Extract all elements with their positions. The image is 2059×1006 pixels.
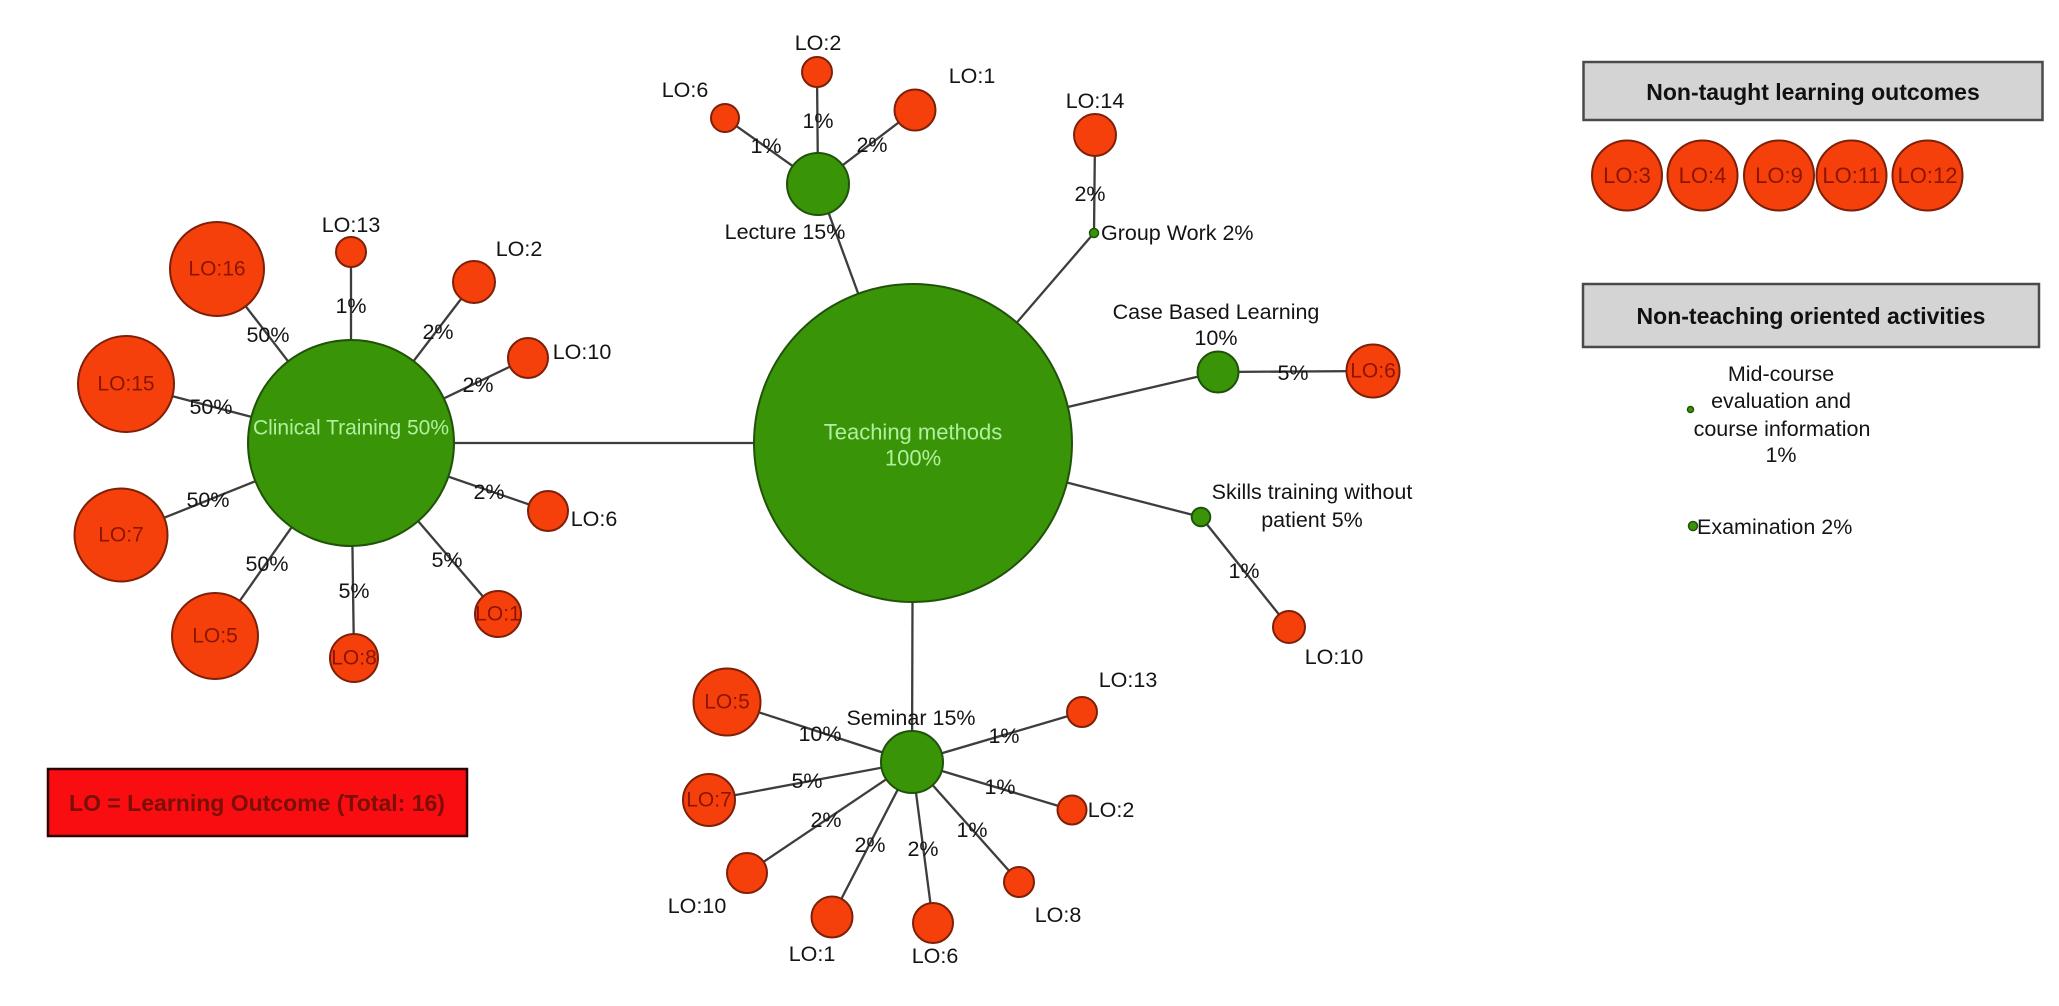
svg-text:LO:8: LO:8 <box>331 647 377 670</box>
svg-text:LO:4: LO:4 <box>1679 163 1727 188</box>
svg-text:1%: 1% <box>750 134 781 158</box>
svg-text:LO:6: LO:6 <box>912 944 959 968</box>
svg-text:1%: 1% <box>1765 443 1796 467</box>
svg-text:10%: 10% <box>1194 326 1237 350</box>
svg-text:1%: 1% <box>335 294 366 318</box>
svg-text:LO:1: LO:1 <box>789 942 836 966</box>
svg-text:2%: 2% <box>856 133 887 157</box>
svg-text:Seminar 15%: Seminar 15% <box>846 706 975 730</box>
svg-text:LO:1: LO:1 <box>475 603 521 626</box>
svg-text:Mid-course: Mid-course <box>1728 362 1834 386</box>
svg-text:2%: 2% <box>810 808 841 832</box>
svg-text:LO:13: LO:13 <box>322 213 381 237</box>
svg-text:50%: 50% <box>245 552 288 576</box>
svg-text:LO:2: LO:2 <box>1088 798 1135 822</box>
svg-text:LO:6: LO:6 <box>1350 360 1396 383</box>
svg-text:LO = Learning Outcome (Total:: LO = Learning Outcome (Total: 16) <box>69 790 445 816</box>
svg-text:LO:10: LO:10 <box>1305 645 1364 669</box>
svg-text:Clinical Training 50%: Clinical Training 50% <box>253 417 449 440</box>
svg-text:1%: 1% <box>984 775 1015 799</box>
svg-text:LO:10: LO:10 <box>668 894 727 918</box>
svg-text:LO:2: LO:2 <box>795 31 842 55</box>
svg-text:Non-teaching oriented activiti: Non-teaching oriented activities <box>1637 303 1986 329</box>
svg-text:1%: 1% <box>1228 559 1259 583</box>
svg-text:2%: 2% <box>422 320 453 344</box>
svg-text:2%: 2% <box>854 833 885 857</box>
svg-text:1%: 1% <box>956 818 987 842</box>
svg-text:1%: 1% <box>802 109 833 133</box>
svg-text:LO:13: LO:13 <box>1099 668 1158 692</box>
svg-text:Teaching methods: Teaching methods <box>824 420 1003 445</box>
svg-text:LO:5: LO:5 <box>704 691 750 714</box>
svg-text:2%: 2% <box>907 837 938 861</box>
svg-text:5%: 5% <box>791 769 822 793</box>
svg-text:Case Based Learning: Case Based Learning <box>1113 300 1320 324</box>
svg-text:Group Work 2%: Group Work 2% <box>1101 221 1254 245</box>
svg-text:1%: 1% <box>988 724 1019 748</box>
svg-text:LO:7: LO:7 <box>98 524 144 547</box>
svg-text:LO:16: LO:16 <box>188 258 245 281</box>
svg-text:evaluation and: evaluation and <box>1711 389 1851 413</box>
svg-text:LO:6: LO:6 <box>571 507 618 531</box>
svg-text:Examination 2%: Examination 2% <box>1697 515 1852 539</box>
svg-text:LO:8: LO:8 <box>1035 903 1082 927</box>
svg-text:Lecture 15%: Lecture 15% <box>725 220 846 244</box>
svg-text:5%: 5% <box>1277 361 1308 385</box>
svg-text:5%: 5% <box>431 548 462 572</box>
svg-text:course information: course information <box>1694 417 1871 441</box>
svg-text:LO:6: LO:6 <box>662 78 709 102</box>
svg-text:LO:3: LO:3 <box>1603 163 1651 188</box>
svg-text:50%: 50% <box>186 488 229 512</box>
svg-text:LO:1: LO:1 <box>949 64 996 88</box>
svg-text:LO:5: LO:5 <box>192 625 238 648</box>
svg-text:LO:9: LO:9 <box>1755 163 1803 188</box>
svg-text:LO:12: LO:12 <box>1898 163 1958 188</box>
svg-text:50%: 50% <box>246 323 289 347</box>
svg-text:Non-taught learning outcomes: Non-taught learning outcomes <box>1646 79 1980 105</box>
svg-text:LO:10: LO:10 <box>553 340 612 364</box>
svg-text:patient 5%: patient 5% <box>1261 508 1363 532</box>
svg-text:2%: 2% <box>1074 182 1105 206</box>
svg-text:2%: 2% <box>473 480 504 504</box>
svg-text:LO:2: LO:2 <box>496 237 543 261</box>
svg-text:Skills training without: Skills training without <box>1212 480 1413 504</box>
svg-text:LO:7: LO:7 <box>686 789 732 812</box>
svg-text:LO:14: LO:14 <box>1066 89 1125 113</box>
svg-text:5%: 5% <box>338 579 369 603</box>
svg-text:50%: 50% <box>189 395 232 419</box>
svg-text:LO:15: LO:15 <box>97 373 154 396</box>
svg-text:LO:11: LO:11 <box>1822 163 1880 188</box>
svg-text:10%: 10% <box>798 722 841 746</box>
svg-text:100%: 100% <box>885 446 941 471</box>
svg-text:2%: 2% <box>462 373 493 397</box>
